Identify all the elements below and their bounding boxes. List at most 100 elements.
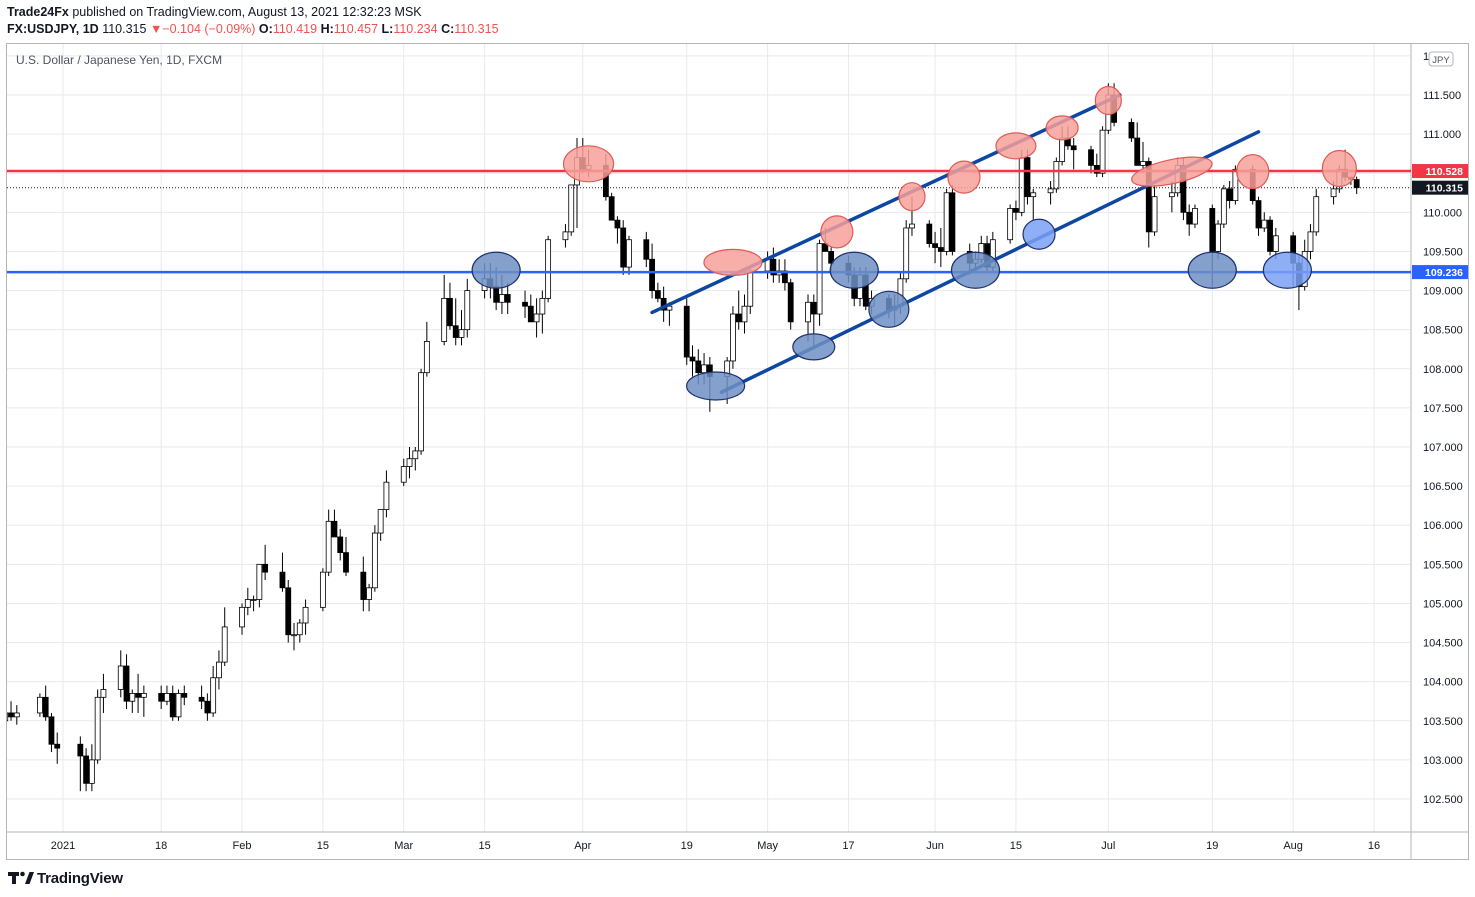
x-tick-label: 19 bbox=[681, 840, 693, 852]
candle bbox=[1093, 153, 1100, 178]
candle bbox=[181, 685, 188, 706]
candle-body bbox=[244, 599, 251, 608]
candle bbox=[1140, 141, 1146, 174]
candle-body bbox=[7, 712, 9, 722]
candle bbox=[458, 310, 465, 346]
candle-body bbox=[805, 301, 811, 323]
tradingview-logo-icon bbox=[8, 871, 34, 884]
candle bbox=[140, 685, 147, 717]
close-value: 110.315 bbox=[454, 22, 499, 36]
candle bbox=[926, 220, 933, 248]
candle bbox=[660, 286, 667, 322]
candle bbox=[135, 673, 141, 713]
candle bbox=[527, 294, 534, 323]
blue-marker bbox=[686, 371, 746, 401]
x-tick-label: 15 bbox=[1010, 840, 1022, 852]
candle-body bbox=[1053, 161, 1060, 190]
candle-body bbox=[54, 743, 61, 749]
candle-body bbox=[683, 305, 690, 358]
resistance-price-label: 110.528 bbox=[1426, 166, 1464, 178]
candle bbox=[296, 619, 303, 643]
candle-body bbox=[562, 231, 569, 241]
candle bbox=[533, 298, 540, 338]
y-tick-label: 111.500 bbox=[1423, 90, 1461, 102]
candle-body bbox=[262, 563, 269, 573]
x-tick-label: Jul bbox=[1101, 840, 1115, 852]
candle bbox=[689, 345, 696, 377]
candle-body bbox=[903, 227, 910, 280]
last-price-tag bbox=[1412, 180, 1468, 195]
x-tick-label: Apr bbox=[574, 840, 591, 852]
candle bbox=[735, 290, 742, 330]
candle bbox=[452, 298, 459, 346]
candle-body bbox=[331, 520, 338, 538]
candle bbox=[932, 231, 938, 264]
candle-body bbox=[279, 571, 286, 589]
candle bbox=[1313, 188, 1320, 236]
candle bbox=[77, 736, 84, 792]
candle-body bbox=[458, 329, 465, 338]
candle-body bbox=[221, 626, 228, 663]
candle-body bbox=[406, 458, 413, 467]
candle bbox=[1226, 181, 1233, 209]
candle-body bbox=[1255, 200, 1262, 229]
candle bbox=[1186, 204, 1193, 236]
candle-body bbox=[285, 587, 292, 636]
y-tick-label: 1 bbox=[1423, 51, 1429, 63]
red-marker bbox=[820, 215, 854, 249]
candle bbox=[903, 220, 910, 283]
candle-body bbox=[360, 571, 367, 600]
candle-body bbox=[1220, 188, 1227, 225]
candle-body bbox=[926, 223, 933, 245]
candle bbox=[1088, 145, 1094, 174]
candle-body bbox=[1024, 157, 1031, 198]
blue-marker bbox=[829, 251, 879, 289]
candle-body bbox=[1307, 231, 1314, 252]
candle bbox=[949, 184, 956, 256]
x-tick-label: 16 bbox=[1368, 840, 1380, 852]
candle-body bbox=[949, 192, 956, 252]
candle-body bbox=[100, 689, 107, 698]
candle-body bbox=[8, 712, 14, 718]
candle bbox=[1018, 149, 1025, 217]
candle bbox=[1168, 181, 1175, 213]
candle bbox=[1007, 204, 1014, 244]
price-chart[interactable]: U.S. Dollar / Japanese Yen, 1D, FXCM 102.… bbox=[7, 44, 1468, 859]
candle bbox=[1013, 200, 1019, 221]
candle-body bbox=[614, 219, 621, 229]
tradingview-footer[interactable]: TradingView bbox=[8, 869, 123, 887]
candle-body bbox=[135, 693, 141, 698]
candle bbox=[614, 216, 621, 244]
candle-body bbox=[1353, 179, 1360, 189]
candle-body bbox=[1047, 188, 1054, 194]
red-marker bbox=[947, 160, 981, 194]
candle-body bbox=[169, 693, 176, 718]
red-marker bbox=[562, 145, 615, 183]
support-price-tag bbox=[1412, 265, 1468, 280]
candle bbox=[54, 732, 61, 764]
red-marker bbox=[703, 248, 763, 276]
candle bbox=[423, 321, 430, 377]
blue-marker bbox=[868, 290, 910, 328]
y-tick-label: 109.500 bbox=[1423, 246, 1463, 258]
y-tick-label: 106.500 bbox=[1423, 481, 1463, 493]
blue-marker bbox=[1187, 251, 1237, 289]
candle-body bbox=[164, 693, 170, 702]
candle bbox=[216, 650, 222, 690]
candle bbox=[331, 509, 338, 538]
chart-container[interactable]: U.S. Dollar / Japanese Yen, 1D, FXCM 102.… bbox=[6, 43, 1469, 860]
candle bbox=[13, 705, 20, 725]
candle-body bbox=[94, 696, 101, 761]
candle bbox=[42, 685, 49, 721]
x-axis-labels: 2021 18 Feb 15 Mar 15 Apr 19 May 17 Jun 15 Jul 19 Aug 1… bbox=[51, 840, 1380, 852]
y-axis-labels: 102.500 103.000 103.500 104.000 104.500 105.0… bbox=[1423, 51, 1463, 806]
candle bbox=[620, 220, 627, 275]
candle-body bbox=[1215, 223, 1221, 252]
candle-body bbox=[1209, 208, 1216, 252]
candle-body bbox=[423, 340, 430, 374]
candle-body bbox=[216, 661, 222, 679]
candle-body bbox=[741, 305, 748, 323]
candle-body bbox=[337, 536, 344, 554]
author-name[interactable]: Trade24Fx bbox=[7, 5, 69, 19]
x-tick-label: Mar bbox=[394, 840, 413, 852]
